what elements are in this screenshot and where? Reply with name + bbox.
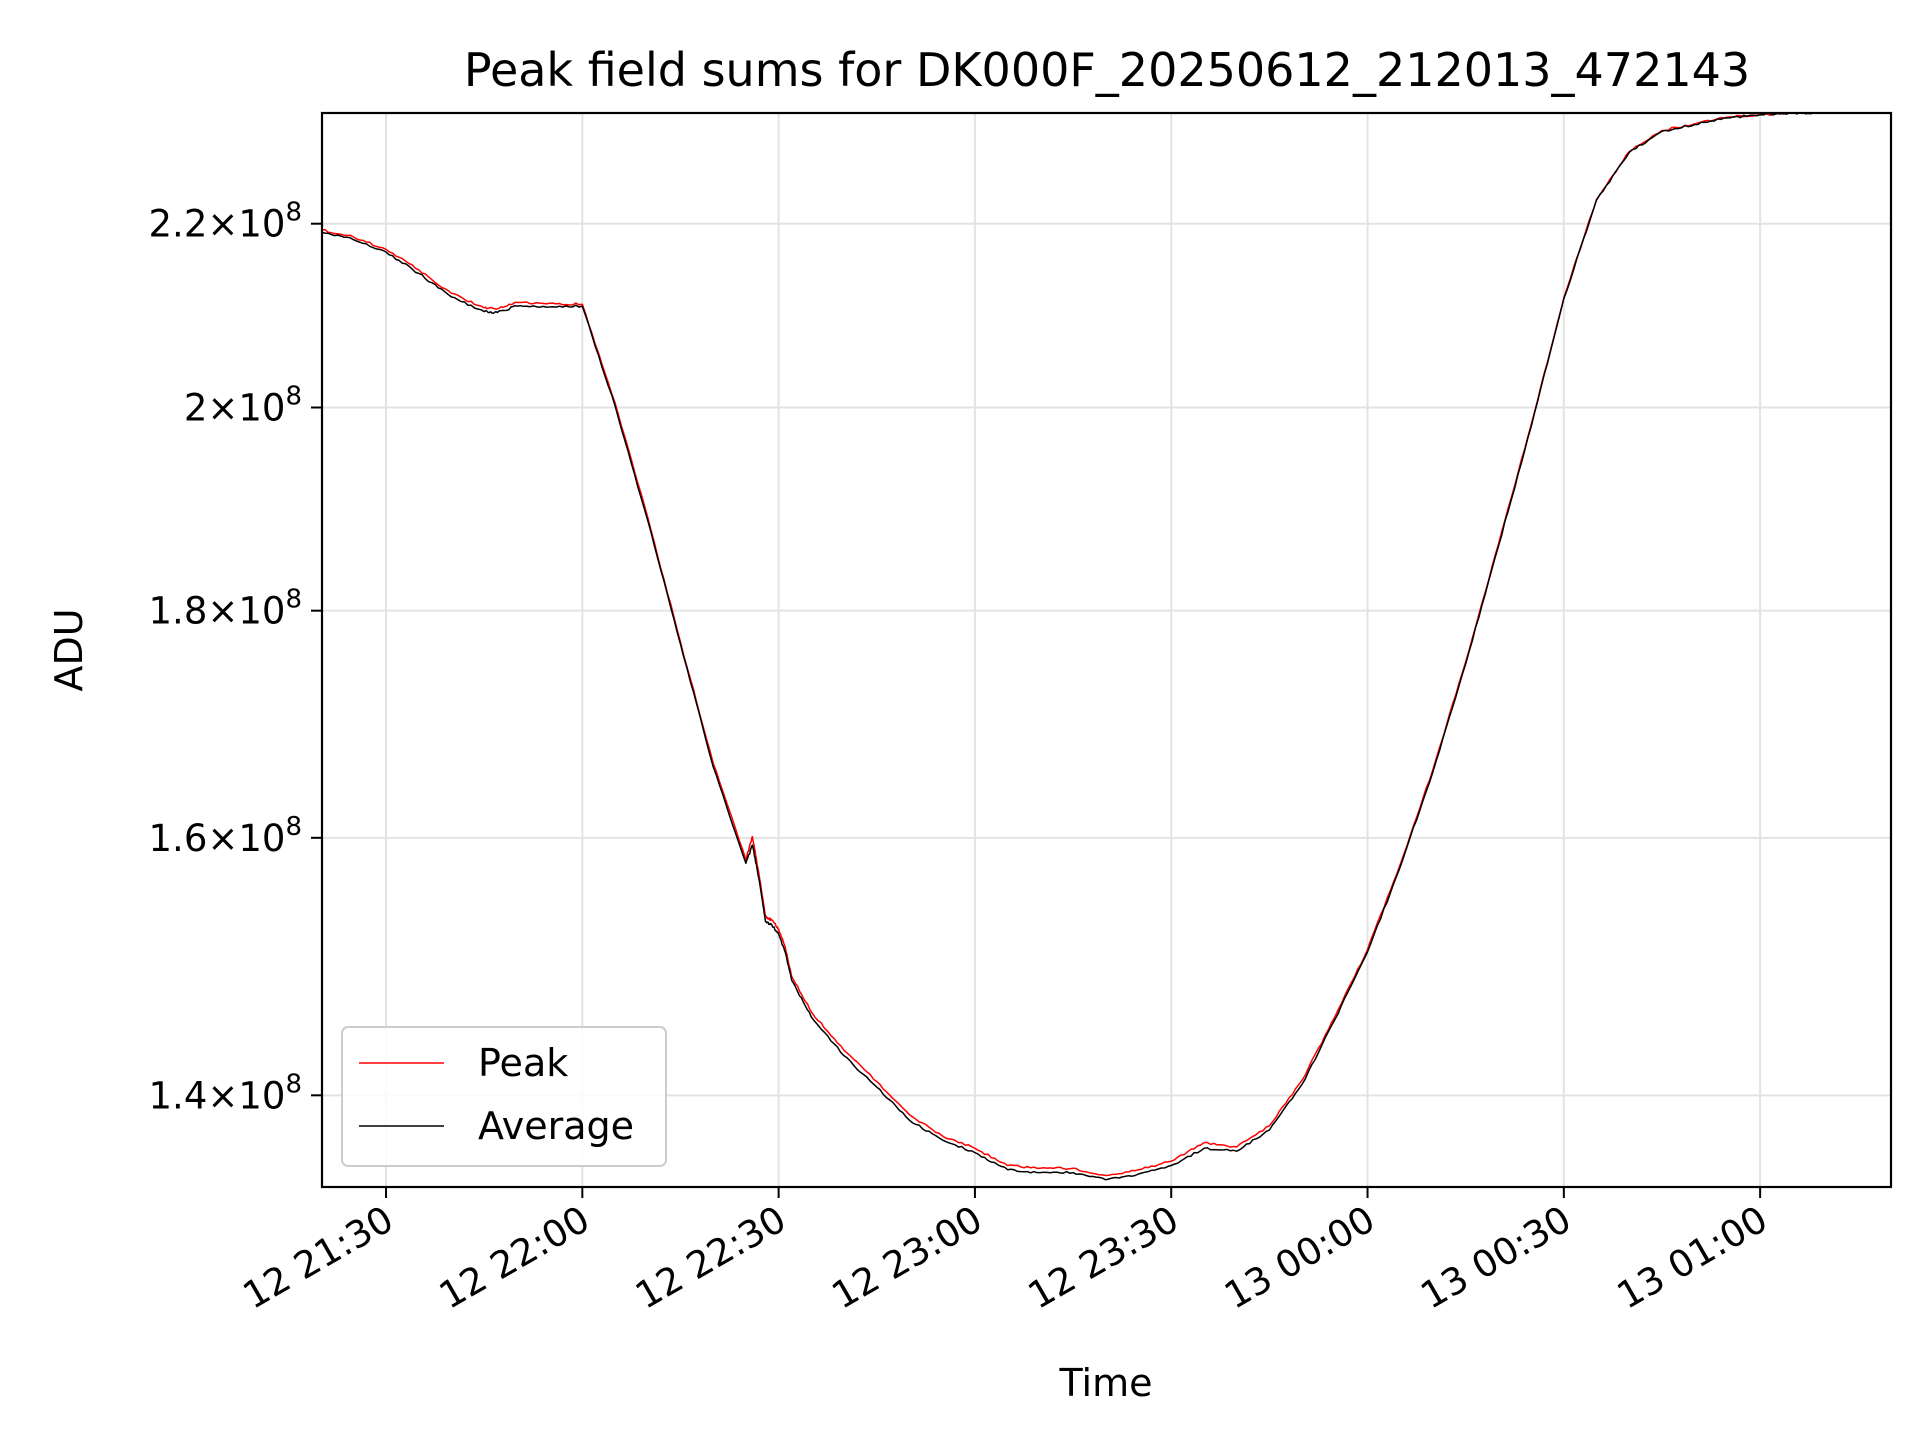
x-axis-ticks: 12 21:30 12 22:00 12 22:30 12 23:00 12 23:30… — [236, 1187, 1775, 1318]
plot-frame — [320, 111, 1893, 1189]
chart-title: Peak field sums for DK000F_20250612_2120… — [464, 43, 1750, 97]
x-tick-label: 12 22:00 — [432, 1198, 597, 1318]
series-layer — [322, 113, 1813, 1181]
x-axis-label: Time — [1059, 1361, 1153, 1405]
x-tick-label: 13 01:00 — [1610, 1198, 1775, 1318]
x-tick-label: 12 22:30 — [628, 1198, 793, 1318]
legend: Peak Average — [341, 1026, 667, 1167]
series-line-average — [322, 113, 1813, 1181]
y-tick-label: 1.6×108 — [149, 812, 302, 860]
y-axis-label: ADU — [47, 608, 91, 691]
legend-label-peak: Peak — [478, 1041, 568, 1085]
series-line-peak — [322, 113, 1813, 1177]
y-tick-label: 1.4×108 — [149, 1069, 302, 1117]
y-tick-label: 2.2×108 — [149, 198, 302, 246]
x-tick-label: 13 00:30 — [1414, 1198, 1579, 1318]
y-tick-label: 1.8×108 — [149, 585, 302, 633]
grid — [322, 113, 1891, 1187]
y-tick-label: 2×108 — [184, 382, 302, 430]
x-tick-label: 12 23:30 — [1021, 1198, 1186, 1318]
legend-label-average: Average — [478, 1104, 634, 1148]
x-tick-label: 12 21:30 — [236, 1198, 401, 1318]
x-tick-label: 12 23:00 — [825, 1198, 990, 1318]
legend-box — [341, 1026, 667, 1167]
x-tick-label: 13 00:00 — [1217, 1198, 1382, 1318]
y-axis-ticks: 1.4×108 1.6×108 1.8×108 2×108 2.2×108 — [149, 198, 322, 1117]
